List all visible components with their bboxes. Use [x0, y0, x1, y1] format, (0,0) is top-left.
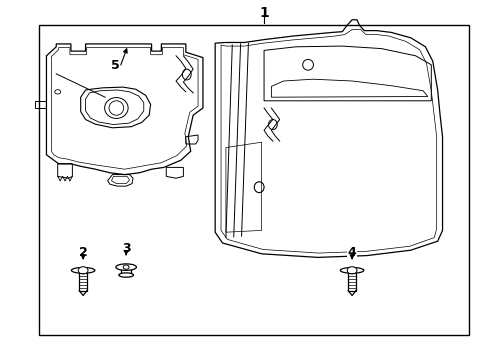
Ellipse shape: [71, 267, 95, 273]
Text: 1: 1: [259, 6, 268, 19]
Text: 3: 3: [122, 242, 130, 255]
Ellipse shape: [119, 273, 133, 277]
Bar: [347, 271, 355, 291]
Ellipse shape: [116, 264, 136, 270]
Bar: [79, 271, 87, 291]
Bar: [39, 25, 468, 335]
Text: 2: 2: [79, 246, 87, 258]
Ellipse shape: [340, 267, 363, 273]
Circle shape: [346, 267, 356, 274]
Text: 4: 4: [347, 246, 356, 258]
Circle shape: [123, 265, 129, 269]
Bar: [121, 267, 131, 275]
Text: 5: 5: [110, 59, 119, 72]
Circle shape: [78, 267, 88, 274]
